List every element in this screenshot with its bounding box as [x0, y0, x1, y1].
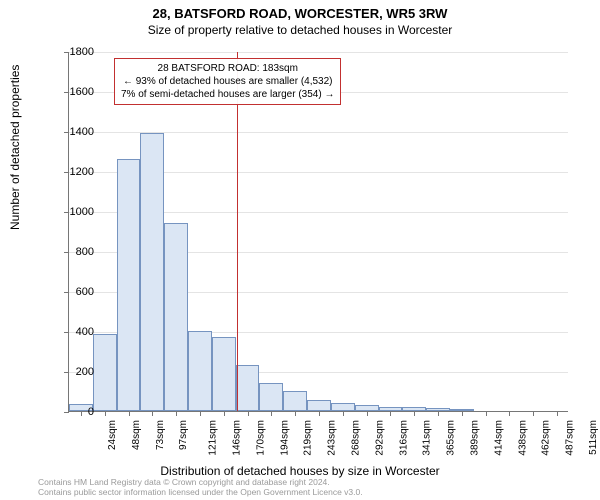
xtick-label: 268sqm: [351, 420, 362, 456]
xtick-label: 194sqm: [279, 420, 290, 456]
histogram-bar: [212, 337, 236, 411]
xtick-mark: [462, 411, 463, 416]
gridline: [69, 52, 568, 53]
xtick-label: 243sqm: [327, 420, 338, 456]
ytick-label: 400: [54, 326, 94, 338]
xtick-label: 48sqm: [131, 420, 142, 450]
xtick-label: 511sqm: [588, 420, 599, 455]
ytick-label: 1800: [54, 46, 94, 58]
xtick-label: 462sqm: [541, 420, 552, 456]
xtick-label: 97sqm: [178, 420, 189, 450]
annotation-box: 28 BATSFORD ROAD: 183sqm← 93% of detache…: [114, 58, 341, 105]
annotation-line: 7% of semi-detached houses are larger (3…: [121, 88, 334, 101]
ytick-label: 1400: [54, 126, 94, 138]
xtick-label: 365sqm: [446, 420, 457, 456]
ytick-label: 800: [54, 246, 94, 258]
histogram-bar: [140, 133, 164, 411]
xtick-mark: [129, 411, 130, 416]
annotation-line: 28 BATSFORD ROAD: 183sqm: [121, 62, 334, 75]
xtick-label: 292sqm: [374, 420, 385, 456]
xtick-label: 170sqm: [255, 420, 266, 456]
xtick-mark: [176, 411, 177, 416]
histogram-bar: [236, 365, 260, 411]
histogram-bar: [283, 391, 307, 411]
xtick-mark: [390, 411, 391, 416]
histogram-chart: 28 BATSFORD ROAD: 183sqm← 93% of detache…: [68, 52, 568, 412]
annotation-line: ← 93% of detached houses are smaller (4,…: [121, 75, 334, 88]
y-axis-label: Number of detached properties: [8, 65, 22, 230]
ytick-label: 1200: [54, 166, 94, 178]
footer-attribution: Contains HM Land Registry data © Crown c…: [38, 478, 363, 498]
xtick-label: 316sqm: [398, 420, 409, 456]
xtick-label: 219sqm: [303, 420, 314, 456]
xtick-mark: [343, 411, 344, 416]
ytick-label: 600: [54, 286, 94, 298]
xtick-mark: [271, 411, 272, 416]
ytick-label: 1000: [54, 206, 94, 218]
xtick-label: 24sqm: [107, 420, 118, 450]
xtick-label: 121sqm: [208, 420, 219, 456]
xtick-label: 487sqm: [565, 420, 576, 456]
xtick-mark: [367, 411, 368, 416]
xtick-mark: [533, 411, 534, 416]
xtick-label: 341sqm: [422, 420, 433, 456]
page-subtitle: Size of property relative to detached ho…: [0, 21, 600, 37]
ytick-label: 1600: [54, 86, 94, 98]
histogram-bar: [188, 331, 212, 411]
xtick-mark: [295, 411, 296, 416]
histogram-bar: [331, 403, 355, 411]
xtick-mark: [152, 411, 153, 416]
xtick-mark: [486, 411, 487, 416]
histogram-bar: [93, 334, 117, 411]
page-title: 28, BATSFORD ROAD, WORCESTER, WR5 3RW: [0, 0, 600, 21]
chart-container: 28, BATSFORD ROAD, WORCESTER, WR5 3RW Si…: [0, 0, 600, 500]
footer-line-2: Contains public sector information licen…: [38, 488, 363, 498]
xtick-mark: [438, 411, 439, 416]
xtick-label: 414sqm: [493, 420, 504, 456]
xtick-mark: [557, 411, 558, 416]
xtick-mark: [509, 411, 510, 416]
ytick-label: 200: [54, 366, 94, 378]
xtick-label: 438sqm: [517, 420, 528, 456]
xtick-label: 146sqm: [232, 420, 243, 456]
histogram-bar: [259, 383, 283, 411]
histogram-bar: [164, 223, 188, 411]
xtick-mark: [414, 411, 415, 416]
xtick-label: 389sqm: [470, 420, 481, 456]
xtick-mark: [105, 411, 106, 416]
x-axis-label: Distribution of detached houses by size …: [0, 464, 600, 478]
histogram-bar: [117, 159, 141, 411]
xtick-mark: [224, 411, 225, 416]
xtick-label: 73sqm: [155, 420, 166, 450]
xtick-mark: [319, 411, 320, 416]
histogram-bar: [307, 400, 331, 411]
xtick-mark: [200, 411, 201, 416]
ytick-label: 0: [54, 406, 94, 418]
xtick-mark: [248, 411, 249, 416]
reference-line: [237, 52, 238, 411]
